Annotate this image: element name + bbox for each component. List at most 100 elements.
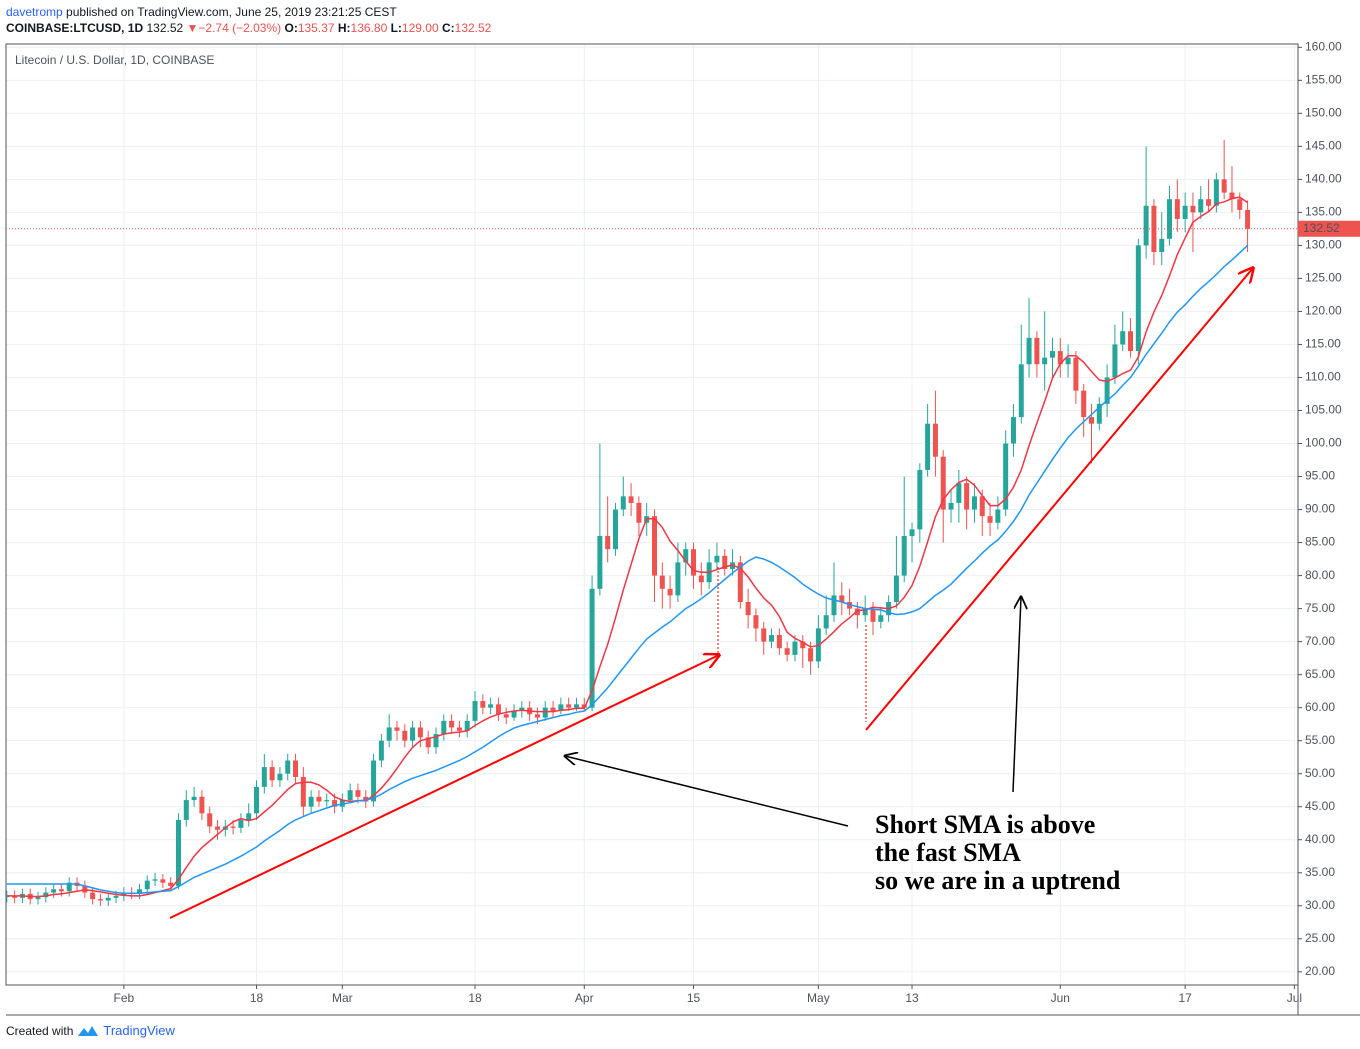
candle-body (105, 897, 111, 901)
y-tick-label: 120.00 (1305, 304, 1342, 318)
y-tick-label: 95.00 (1305, 469, 1335, 483)
candle-body (1167, 199, 1173, 239)
brand[interactable]: TradingView (103, 1023, 175, 1038)
candle-body (956, 483, 962, 503)
candle-body (573, 704, 579, 708)
candle-body (378, 740, 384, 761)
candle-body (1198, 199, 1204, 213)
candle-body (472, 701, 478, 721)
candle-body (1221, 179, 1227, 193)
candle-body (402, 730, 408, 741)
logo (78, 1025, 99, 1036)
candle-body (1003, 443, 1009, 510)
candle-body (254, 786, 260, 814)
candle-body (550, 707, 556, 711)
candle-body (800, 641, 806, 649)
candle-body (987, 516, 993, 523)
y-tick-label: 40.00 (1305, 832, 1335, 846)
candle-body (480, 701, 486, 708)
candle-body (698, 575, 704, 583)
candle-body (58, 889, 64, 892)
candle-body (1174, 199, 1180, 219)
candle-body (878, 615, 884, 622)
candle-body (215, 826, 220, 830)
trend-arrow (169, 655, 719, 919)
candle-body (995, 509, 1001, 523)
candle-body (1112, 344, 1118, 378)
candle-body (456, 727, 462, 731)
y-tick-label: 145.00 (1305, 139, 1342, 153)
candle-body (1182, 205, 1188, 219)
candle-body (175, 819, 181, 886)
candle-body (51, 889, 57, 893)
candle-body (542, 707, 548, 718)
y-tick-label: 35.00 (1305, 865, 1335, 879)
l-label: L: (390, 21, 402, 35)
candle-body (823, 615, 829, 629)
candle-body (620, 496, 626, 510)
candle-body (160, 879, 166, 883)
candle-body (12, 895, 18, 898)
candle-body (901, 535, 907, 576)
l: 129.00 (401, 21, 439, 35)
x-tick-label: 17 (1178, 991, 1192, 1005)
last: 132.52 (146, 21, 184, 35)
pointer-arrow (1012, 597, 1021, 793)
x-tick-label: May (807, 991, 830, 1005)
candle-body (1151, 205, 1157, 253)
candle-body (769, 635, 775, 642)
candle-body (1206, 199, 1212, 206)
candle-body (558, 704, 564, 711)
author[interactable]: davetromp (6, 5, 63, 19)
y-tick-label: 20.00 (1305, 964, 1335, 978)
x-tick-label: 15 (687, 991, 701, 1005)
candle-body (136, 889, 142, 894)
candle-body (35, 897, 41, 900)
y-tick-label: 30.00 (1305, 898, 1335, 912)
plot (6, 139, 1298, 906)
candle-body (784, 648, 790, 655)
publish-line: davetromp published on TradingView.com, … (6, 4, 491, 20)
pane-border (5, 43, 1299, 986)
candle-body (761, 628, 767, 642)
candle-body (230, 826, 236, 828)
candle-body (1042, 357, 1048, 365)
trend-arrow (865, 268, 1253, 731)
candle-body (652, 516, 657, 576)
candle-body (1245, 209, 1251, 229)
c-label: C: (441, 21, 455, 35)
candle-body (1213, 179, 1219, 206)
candle-body (386, 727, 392, 741)
candle-body (168, 882, 174, 886)
candle-body (870, 608, 876, 622)
candle-body (1237, 199, 1243, 210)
candle-body (261, 767, 267, 787)
arrow: ▼ (186, 21, 199, 35)
price-label: 132.52 (1303, 221, 1340, 235)
candle-body (347, 790, 353, 801)
candle-body (90, 892, 96, 900)
candle-body (410, 727, 416, 741)
candle-body (1034, 337, 1040, 365)
y-tick-label: 155.00 (1305, 72, 1342, 86)
h: 136.80 (350, 21, 388, 35)
x-tick-label: 18 (250, 991, 264, 1005)
candle-body (808, 648, 814, 662)
candle-body (316, 796, 322, 802)
annotation: Short SMA is above (875, 810, 1095, 839)
candle-body (925, 423, 931, 470)
candle-body (1190, 205, 1196, 213)
annotation: the fast SMA (875, 838, 1021, 867)
candle-body (737, 562, 743, 602)
y-tick-label: 50.00 (1305, 766, 1335, 780)
chart-title: Litecoin / U.S. Dollar, 1D, COINBASE (15, 53, 214, 67)
candle-body (979, 496, 985, 517)
candle-body (449, 720, 455, 728)
candle-body (1018, 364, 1024, 418)
candle-body (792, 641, 798, 655)
candle-body (862, 608, 868, 616)
y-tick-label: 150.00 (1305, 106, 1342, 120)
candle-body (371, 760, 377, 802)
candle-body (776, 635, 782, 649)
candle-body (722, 555, 728, 569)
